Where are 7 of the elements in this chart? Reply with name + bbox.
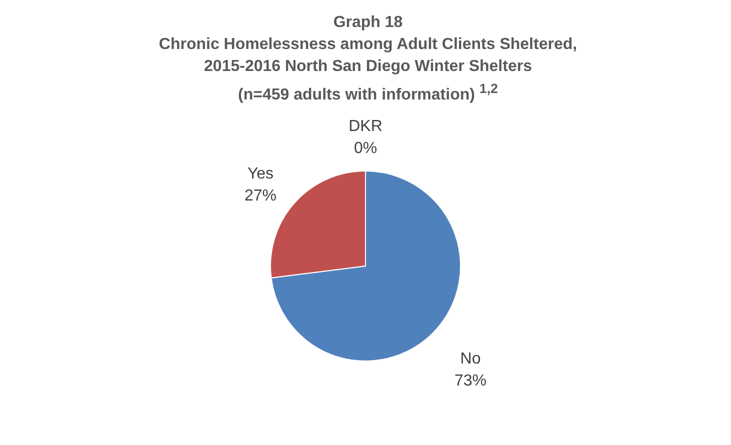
slice-label: Yes [247,166,274,183]
data-label: 73% [454,372,487,390]
text: 0% [354,140,378,158]
chart-title: Graph 18 Chronic Homelessness among Adult Clients Sheltered, 2015-2016 North San Diego Winter Shelters (n=459 adults with information) $^{1,2}$ [158,13,578,106]
category-label: DKR [348,118,382,136]
data-label: 27% [244,188,276,205]
slice-label: No [460,350,481,368]
